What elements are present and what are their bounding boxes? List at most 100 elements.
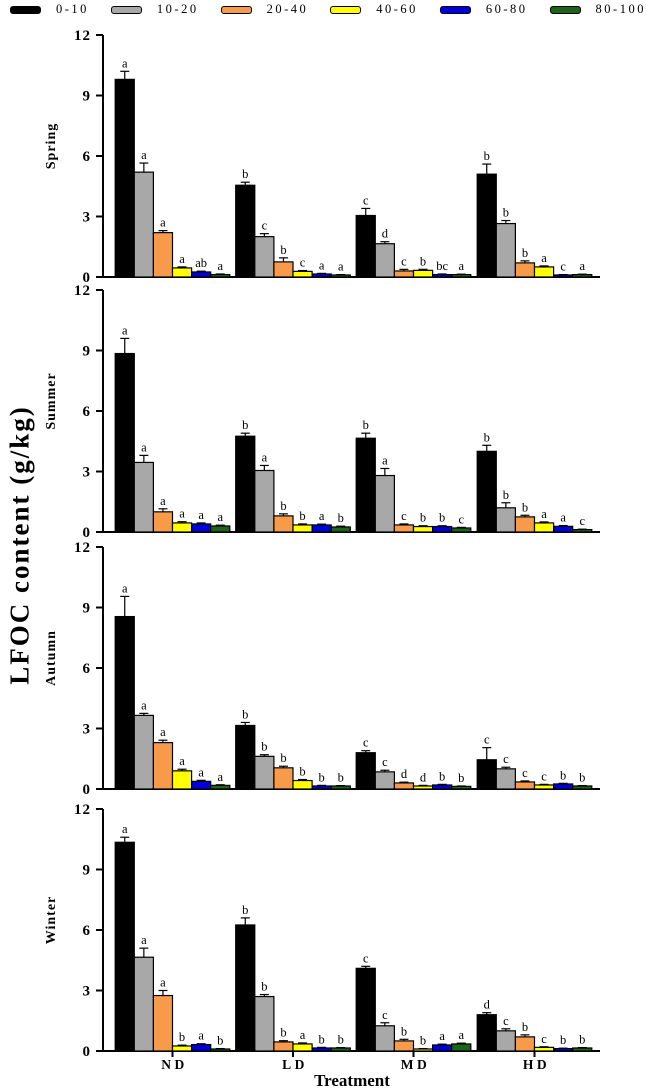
sig-letter: b (560, 768, 566, 782)
bar-80-100-MD (451, 273, 472, 278)
bar-60-80-ND (191, 271, 212, 278)
legend-item: 20-40 (220, 2, 309, 17)
bar-10-20-LD (254, 755, 275, 790)
bar-0-10-LD (235, 184, 256, 278)
y-tick-label: 6 (83, 149, 92, 165)
sig-letter: b (439, 511, 445, 525)
bar-10-20-ND (133, 714, 155, 790)
legend-label: 60-80 (485, 2, 528, 16)
sig-letter: c (262, 219, 268, 233)
x-category-label: HD (523, 1057, 550, 1072)
bar-10-20-ND (133, 171, 155, 278)
bar-10-20-MD (374, 771, 395, 790)
bar-40-60-HD (533, 784, 555, 790)
bar-40-60-HD (533, 1046, 555, 1052)
bar-40-60-MD (412, 269, 434, 278)
bar-0-10-ND (114, 615, 135, 790)
bar-60-80-MD (432, 784, 453, 790)
sig-letter: b (261, 980, 267, 994)
bar-80-100-ND (210, 273, 231, 278)
bar-10-20-LD (254, 469, 275, 533)
bar-80-100-LD (330, 526, 351, 533)
sig-letter: b (420, 254, 426, 268)
sig-letter: b (439, 769, 445, 783)
sig-letter: a (122, 581, 128, 595)
bar-40-60-LD (292, 1043, 313, 1052)
y-tick-label: 0 (83, 270, 92, 286)
legend-swatch (220, 5, 252, 14)
bar-80-100-MD (451, 785, 472, 790)
sig-letter: a (217, 510, 223, 524)
sig-letter: d (401, 767, 408, 781)
sig-letter: b (179, 1030, 185, 1044)
bar-80-100-HD (572, 785, 593, 790)
legend-item: 10-20 (110, 2, 199, 17)
bar-60-80-ND (191, 780, 212, 790)
bar-40-60-LD (292, 779, 313, 790)
legend-item: 40-60 (330, 2, 418, 17)
sig-letter: b (522, 500, 528, 514)
bar-20-40-HD (514, 781, 536, 790)
sig-letter: b (338, 511, 344, 525)
sig-letter: c (503, 752, 509, 766)
sig-letter: c (560, 260, 566, 274)
sig-letter: b (420, 1034, 426, 1048)
bar-60-80-MD (432, 525, 453, 533)
bar-20-40-ND (152, 994, 174, 1052)
sig-letter: b (280, 499, 286, 513)
sig-letter: c (363, 193, 369, 207)
bar-20-40-ND (152, 232, 174, 278)
y-tick-label: 9 (83, 863, 92, 879)
sig-letter: a (217, 770, 223, 784)
bar-10-20-HD (495, 768, 516, 790)
bar-20-40-MD (393, 1040, 415, 1052)
bar-20-40-MD (393, 782, 415, 790)
legend-label: 40-60 (376, 2, 418, 16)
sig-letter: c (503, 1014, 509, 1028)
bar-60-80-HD (552, 274, 574, 278)
sig-letter: a (458, 259, 464, 273)
sig-letter: a (179, 754, 185, 768)
sig-letter: c (401, 509, 407, 523)
bar-80-100-LD (330, 1047, 351, 1052)
sig-letter: b (319, 770, 325, 784)
legend: 0-10 10-20 20-40 40-60 60-80 80-100 (10, 2, 646, 17)
legend-swatch (10, 5, 41, 14)
sig-letter: b (338, 1033, 344, 1047)
sig-letter: b (280, 751, 286, 765)
bar-10-20-ND (133, 461, 155, 533)
bar-0-10-MD (355, 214, 376, 278)
legend-item: 80-100 (549, 2, 646, 17)
season-label-autumn: Autumn (44, 630, 59, 686)
y-tick-label: 0 (83, 782, 92, 798)
sig-letter: a (319, 509, 325, 523)
sig-letter: b (363, 418, 369, 432)
bar-10-20-HD (495, 1030, 516, 1052)
y-tick-label: 9 (83, 344, 92, 360)
sig-letter: c (363, 951, 369, 965)
legend-item: 60-80 (439, 2, 528, 17)
sig-letter: b (338, 771, 344, 785)
y-tick-label: 0 (83, 525, 92, 541)
x-category-label: ND (161, 1057, 188, 1072)
bar-10-20-ND (133, 956, 155, 1052)
bar-60-80-HD (552, 525, 574, 533)
bar-80-100-ND (210, 1048, 231, 1052)
sig-letter: b (242, 167, 248, 181)
sig-letter: a (122, 56, 128, 70)
y-tick-label: 6 (83, 661, 92, 677)
y-tick-label: 12 (74, 540, 91, 556)
sig-letter: c (401, 254, 407, 268)
bar-60-80-MD (432, 273, 453, 278)
bar-60-80-MD (432, 1044, 453, 1052)
x-axis-title: Treatment (314, 1071, 390, 1090)
sig-letter: bc (436, 259, 448, 273)
bar-0-10-MD (355, 752, 376, 790)
y-tick-label: 3 (83, 722, 92, 738)
sig-letter: a (338, 260, 344, 274)
sig-letter: a (141, 148, 147, 162)
bar-60-80-ND (191, 523, 212, 533)
legend-swatch (110, 5, 142, 14)
sig-letter: a (198, 765, 204, 779)
